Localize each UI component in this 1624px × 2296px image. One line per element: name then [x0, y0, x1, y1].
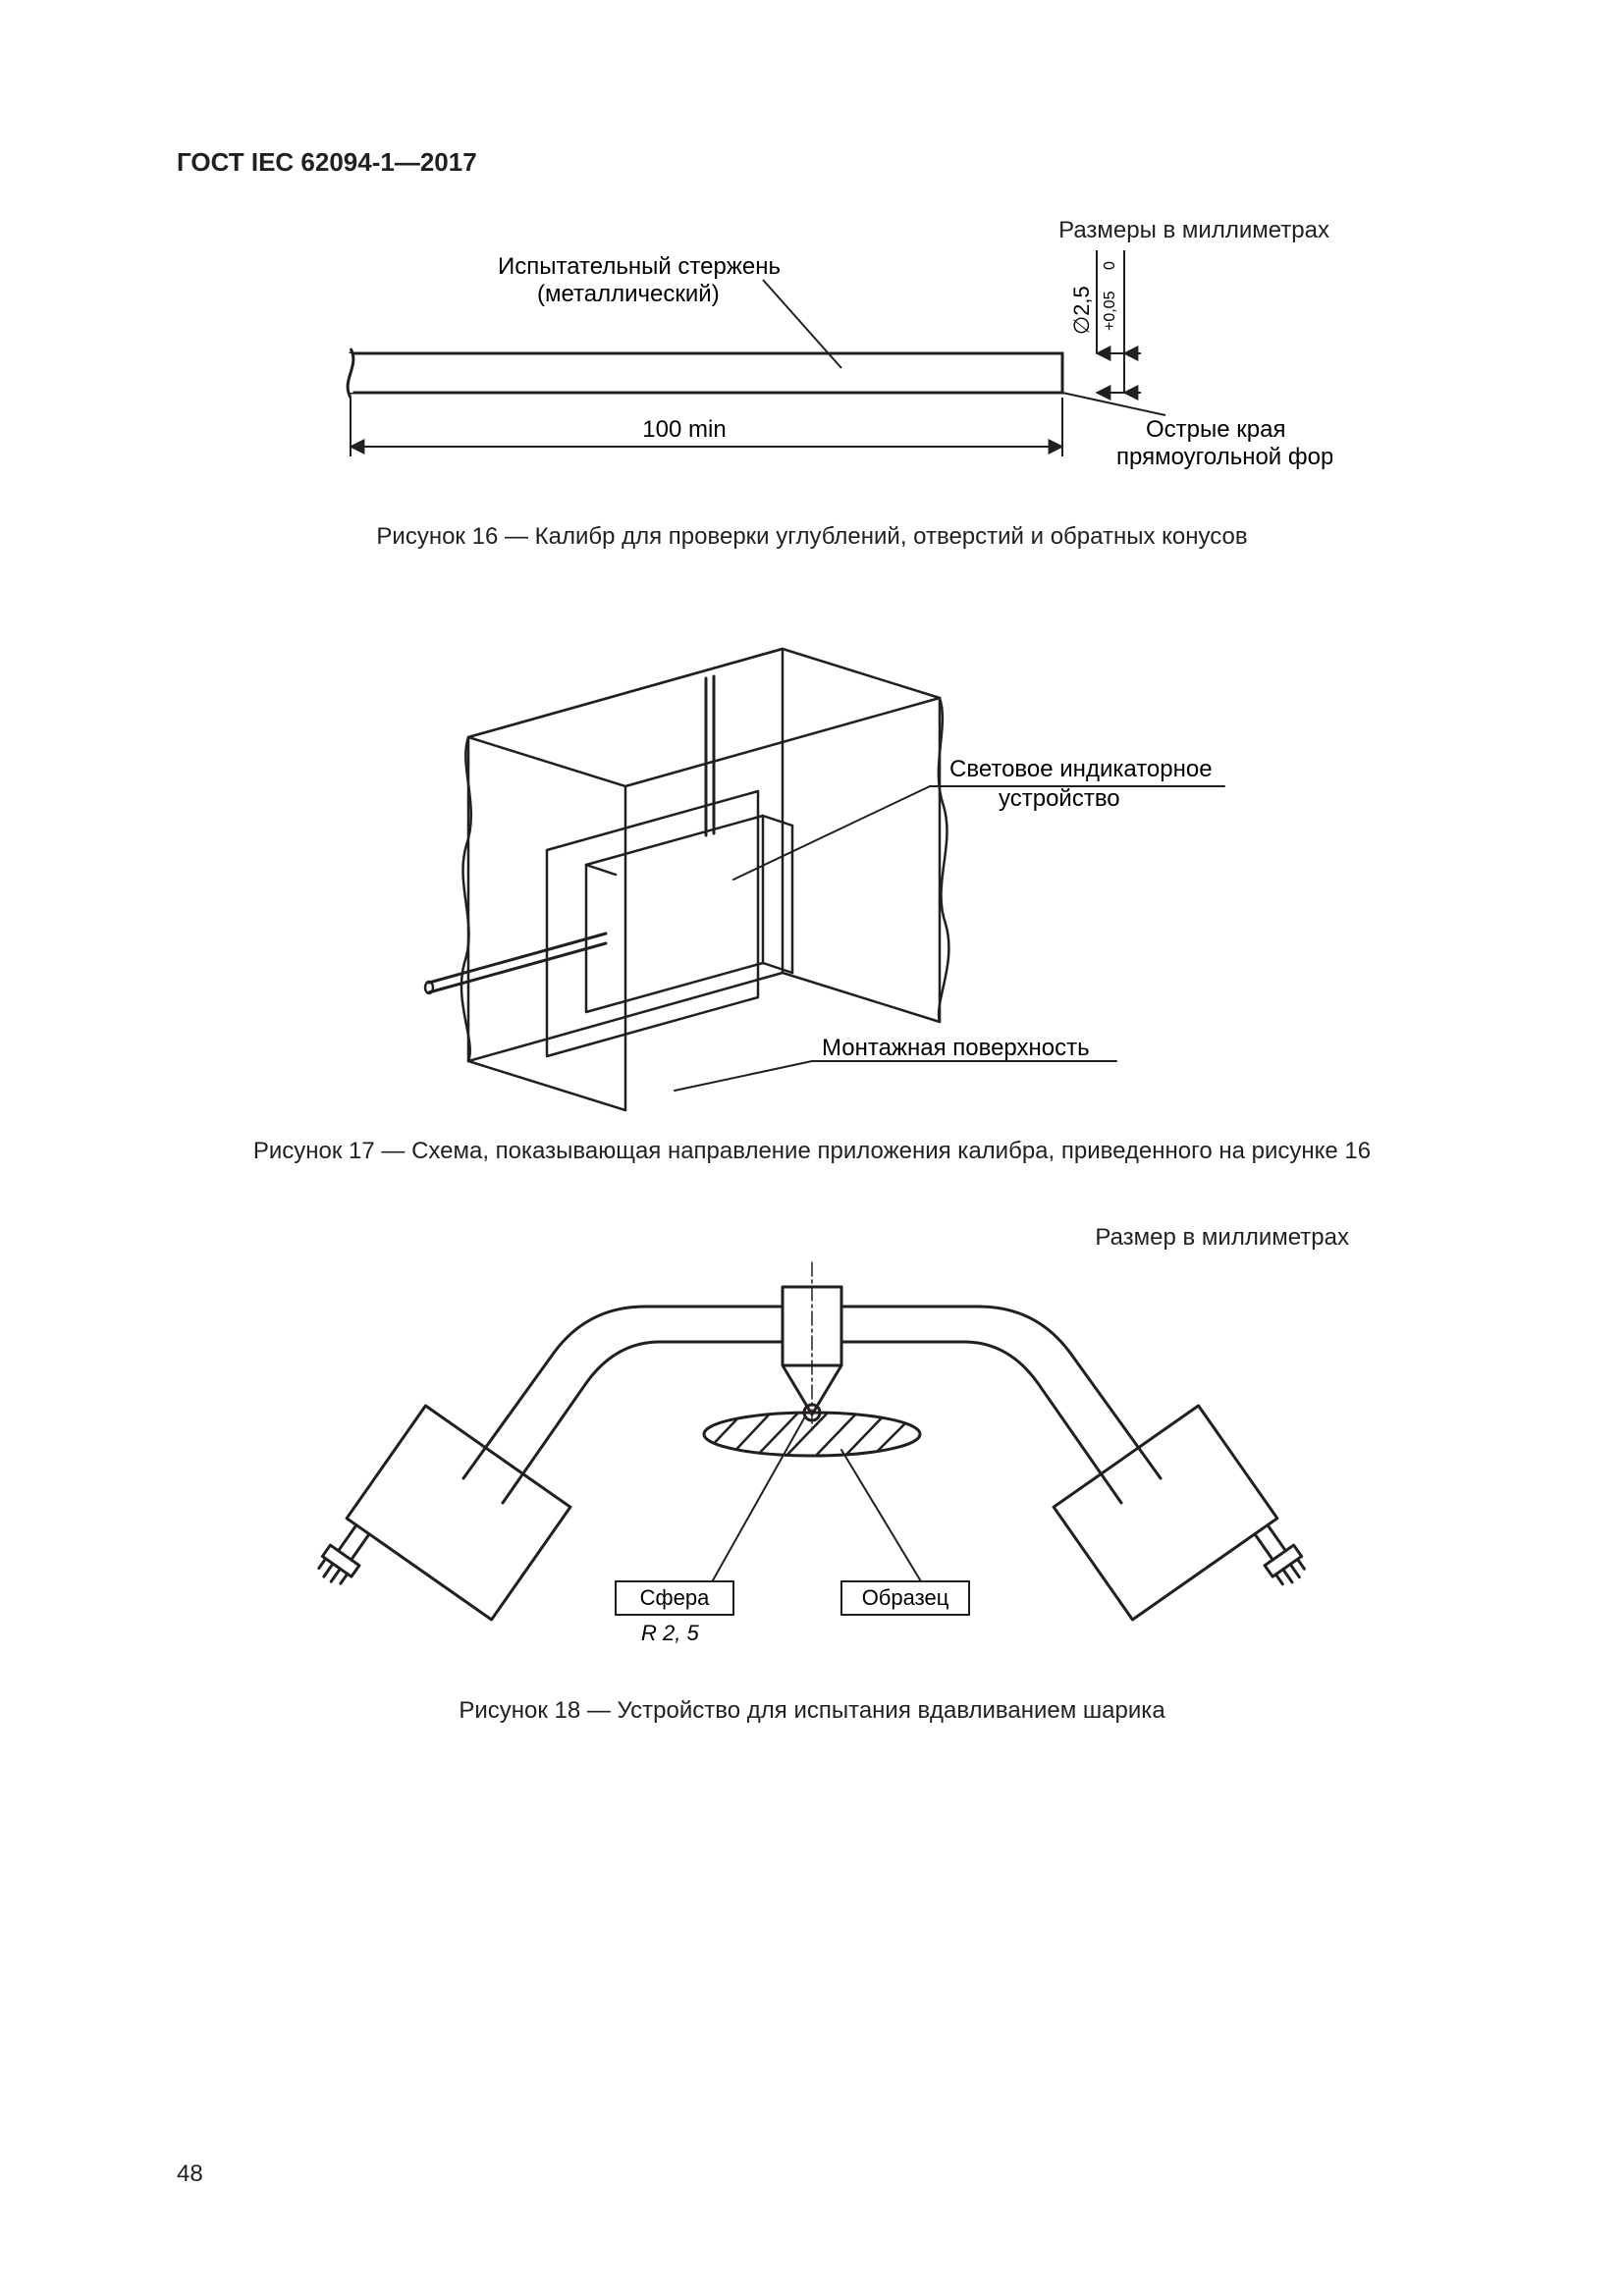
fig16-text-rod2: (металлический)	[537, 281, 720, 307]
page: ГОСТ IEC 62094-1—2017 Размеры в миллимет…	[0, 0, 1624, 2296]
fig17-text-device2: устройство	[999, 785, 1120, 812]
fig16-dim-dia-upper: +0,05	[1102, 291, 1118, 331]
document-header: ГОСТ IEC 62094-1—2017	[177, 147, 1447, 178]
figure-16-caption: Рисунок 16 — Калибр для проверки углубле…	[177, 523, 1447, 551]
figure-16-svg: Испытательный стержень (металлический) ∅…	[292, 250, 1332, 506]
fig16-dim-dia-lower: 0	[1102, 261, 1118, 270]
fig16-dim-dia: ∅2,5	[1069, 286, 1094, 335]
figure-17-svg: Световое индикаторное устройство Монтажн…	[370, 610, 1254, 1120]
fig18-label-radius: R 2, 5	[641, 1621, 699, 1645]
fig16-text-edge1: Острые края	[1146, 416, 1285, 443]
fig16-dim-length: 100 min	[642, 416, 726, 443]
figure-17: Световое индикаторное устройство Монтажн…	[177, 610, 1447, 1165]
figure-18-svg: Сфера R 2, 5 Образец	[292, 1257, 1332, 1680]
fig18-label-sphere: Сфера	[640, 1585, 710, 1610]
fig16-text-edge2: прямоугольной формы	[1116, 444, 1332, 470]
fig17-text-surface: Монтажная поверхность	[822, 1035, 1090, 1061]
figure-16-units: Размеры в миллиметрах	[177, 217, 1447, 244]
figure-18-units: Размер в миллиметрах	[177, 1224, 1447, 1252]
fig18-label-sample: Образец	[862, 1585, 949, 1610]
figure-18-caption: Рисунок 18 — Устройство для испытания вд…	[177, 1697, 1447, 1725]
figure-17-caption: Рисунок 17 — Схема, показывающая направл…	[177, 1138, 1447, 1165]
figure-18: Размер в миллиметрах	[177, 1224, 1447, 1725]
page-number: 48	[177, 2161, 203, 2188]
fig17-text-device1: Световое индикаторное	[949, 756, 1213, 782]
figure-16: Размеры в миллиметрах Испытательный стер…	[177, 217, 1447, 551]
fig16-text-rod1: Испытательный стержень	[498, 253, 781, 280]
